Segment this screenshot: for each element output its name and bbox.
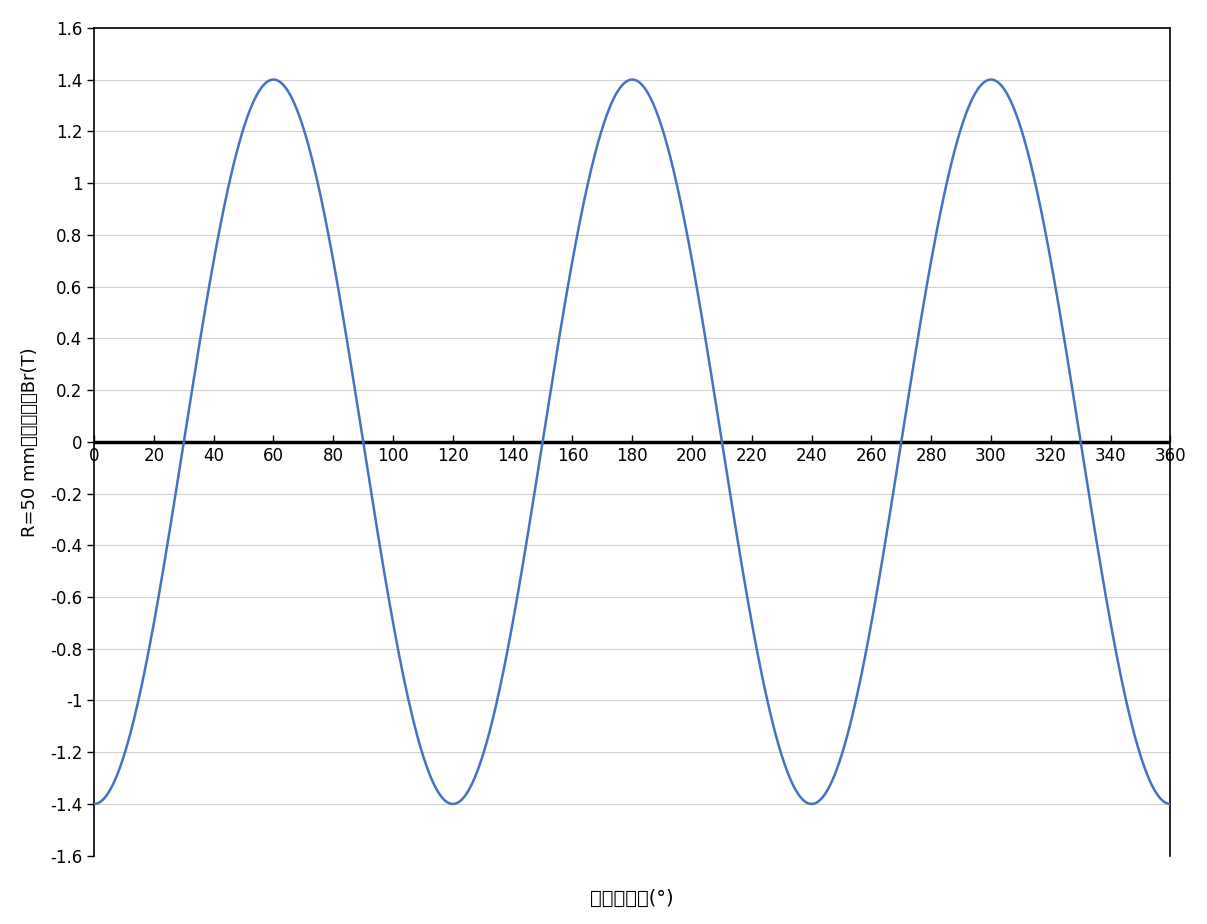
X-axis label: 沿径向角度(°): 沿径向角度(°): [590, 889, 674, 907]
Y-axis label: R=50 mm处径向磁场Br(T): R=50 mm处径向磁场Br(T): [21, 346, 39, 537]
